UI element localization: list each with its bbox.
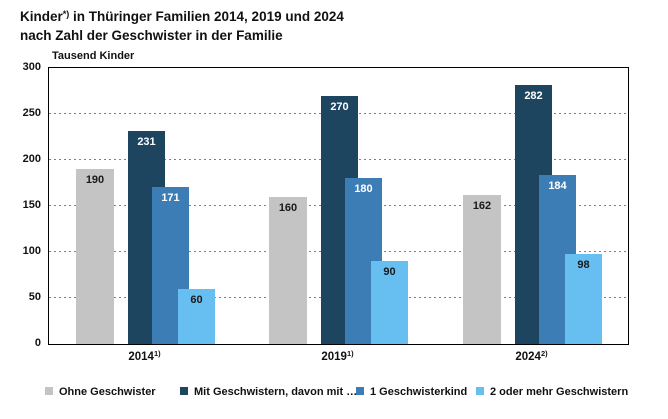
chart-title-line1: Kinder*) in Thüringer Familien 2014, 201… [20, 9, 344, 24]
bar-value-label: 90 [383, 266, 396, 279]
y-tick-200: 200 [22, 153, 41, 165]
bar-ohne-geschwister-2014: 190 [76, 169, 114, 344]
bar-ohne-geschwister-2024: 162 [463, 194, 501, 344]
bar-value-label: 190 [85, 174, 105, 187]
bar-value-label: 98 [577, 258, 590, 271]
bar-value-label: 160 [278, 201, 298, 214]
footnote-marker: *) [62, 9, 70, 19]
y-tick-100: 100 [22, 245, 41, 257]
chart-title-line2: nach Zahl der Geschwister in der Familie [20, 27, 283, 43]
y-axis-tick-labels: 0 50 100 150 200 250 300 [0, 61, 41, 349]
bar-ohne-geschwister-2019: 160 [269, 196, 307, 344]
legend-marker-ohne-geschwister [45, 387, 53, 395]
legend-label: Mit Geschwistern, davon mit … [194, 386, 358, 398]
y-tick-50: 50 [28, 291, 41, 303]
bar-value-label: 162 [472, 199, 492, 212]
legend-label: 2 oder mehr Geschwistern [490, 386, 629, 398]
bar-value-label: 270 [330, 100, 349, 113]
bar-2-oder-mehr-geschwistern-2014: 60 [178, 288, 215, 344]
bar-value-label: 180 [354, 183, 373, 196]
bar-value-label: 60 [190, 293, 203, 306]
x-axis-tick-labels: 20141) 20191) 20242) [0, 349, 668, 367]
footnote-marker: 1) [346, 349, 354, 358]
footnote-marker: 1) [153, 349, 161, 358]
x-tick-2024: 20242) [515, 349, 548, 363]
legend-item-2-oder-mehr-geschwistern: 2 oder mehr Geschwistern [476, 384, 628, 398]
bar-2-oder-mehr-geschwistern-2024: 98 [565, 253, 602, 344]
bar-value-label: 282 [524, 89, 543, 102]
legend-item-mit-geschwistern-davon-mit: Mit Geschwistern, davon mit … [180, 384, 357, 398]
legend: Ohne Geschwister Mit Geschwistern, davon … [0, 384, 668, 398]
legend-label: 1 Geschwisterkind [370, 386, 468, 398]
y-axis-unit-label: Tausend Kinder [52, 50, 135, 62]
y-tick-150: 150 [22, 199, 41, 211]
y-tick-300: 300 [22, 61, 41, 73]
legend-item-1-geschwisterkind: 1 Geschwisterkind [356, 384, 467, 398]
legend-marker-2-oder-mehr-geschwistern [476, 387, 484, 395]
legend-label: Ohne Geschwister [59, 386, 156, 398]
x-tick-2019: 20191) [321, 349, 354, 363]
footnote-marker: 2) [540, 349, 548, 358]
bar-value-label: 184 [548, 179, 567, 192]
y-tick-0: 0 [34, 337, 41, 349]
y-tick-250: 250 [22, 107, 41, 119]
legend-marker-1-geschwisterkind [356, 387, 364, 395]
bar-value-label: 231 [137, 136, 156, 149]
x-tick-2014: 20141) [128, 349, 161, 363]
legend-marker-mit-geschwistern-davon-mit [180, 387, 188, 395]
legend-item-ohne-geschwister: Ohne Geschwister [45, 384, 156, 398]
chart-title: Kinder*) in Thüringer Familien 2014, 201… [20, 5, 344, 45]
bar-value-label: 171 [161, 191, 180, 204]
plot-area: 190 231 171 60 160 270 180 90 162 282 184 98 [48, 67, 629, 345]
bar-2-oder-mehr-geschwistern-2019: 90 [371, 261, 408, 344]
